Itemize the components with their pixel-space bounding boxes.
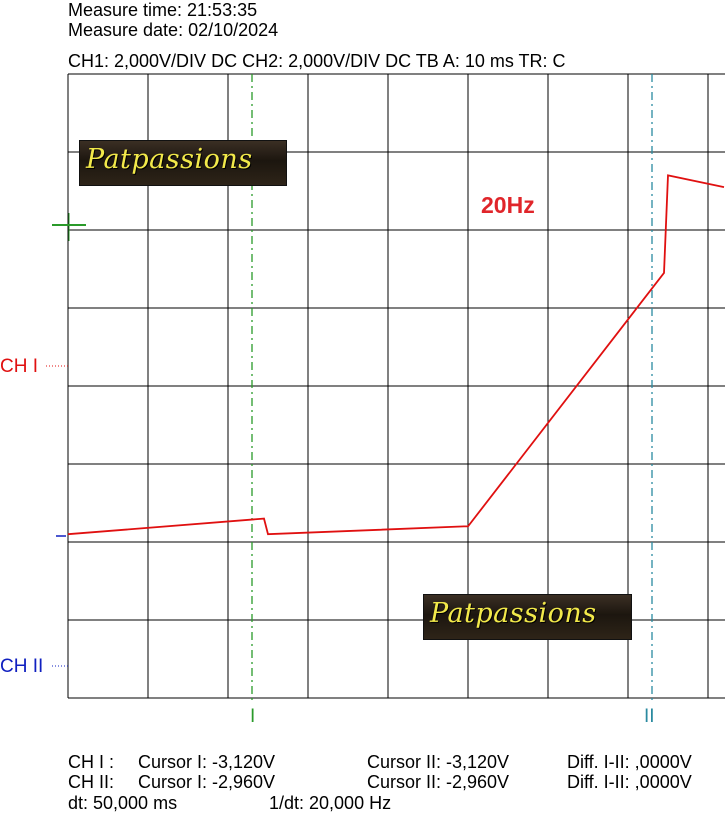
footer-inv-dt: 1/dt: 20,000 Hz bbox=[269, 793, 392, 813]
channel-1-label: CH I bbox=[0, 356, 38, 377]
watermark-logo-bottom: Patpassions bbox=[423, 594, 632, 640]
measure-date: Measure date: 02/10/2024 bbox=[68, 20, 279, 40]
watermark-text-top: Patpassions bbox=[86, 144, 253, 175]
cursor-2-label: II bbox=[644, 706, 655, 727]
footer-ch2-cursor1: Cursor I: -2,960V bbox=[138, 772, 276, 792]
channel-settings: CH1: 2,000V/DIV DC CH2: 2,000V/DIV DC TB… bbox=[68, 51, 566, 71]
cursor-1-label: I bbox=[250, 706, 256, 727]
footer-ch1-diff: Diff. I-II: ,0000V bbox=[567, 752, 692, 772]
footer-ch1-cursor2: Cursor II: -3,120V bbox=[367, 752, 510, 772]
footer-dt: dt: 50,000 ms bbox=[68, 793, 178, 813]
trace-ch-i bbox=[67, 174, 725, 536]
footer-ch2-label: CH II: bbox=[68, 772, 115, 792]
frequency-annotation: 20Hz bbox=[481, 192, 535, 218]
footer-ch2-diff: Diff. I-II: ,0000V bbox=[567, 772, 692, 792]
footer-ch1-label: CH I : bbox=[68, 752, 115, 772]
footer-ch1-cursor1: Cursor I: -3,120V bbox=[138, 752, 276, 772]
channel-2-label: CH II bbox=[0, 656, 44, 677]
watermark-logo-top: Patpassions bbox=[79, 140, 287, 186]
measure-time: Measure time: 21:53:35 bbox=[68, 0, 258, 20]
watermark-text-bottom: Patpassions bbox=[430, 598, 597, 629]
footer-ch2-cursor2: Cursor II: -2,960V bbox=[367, 772, 510, 792]
